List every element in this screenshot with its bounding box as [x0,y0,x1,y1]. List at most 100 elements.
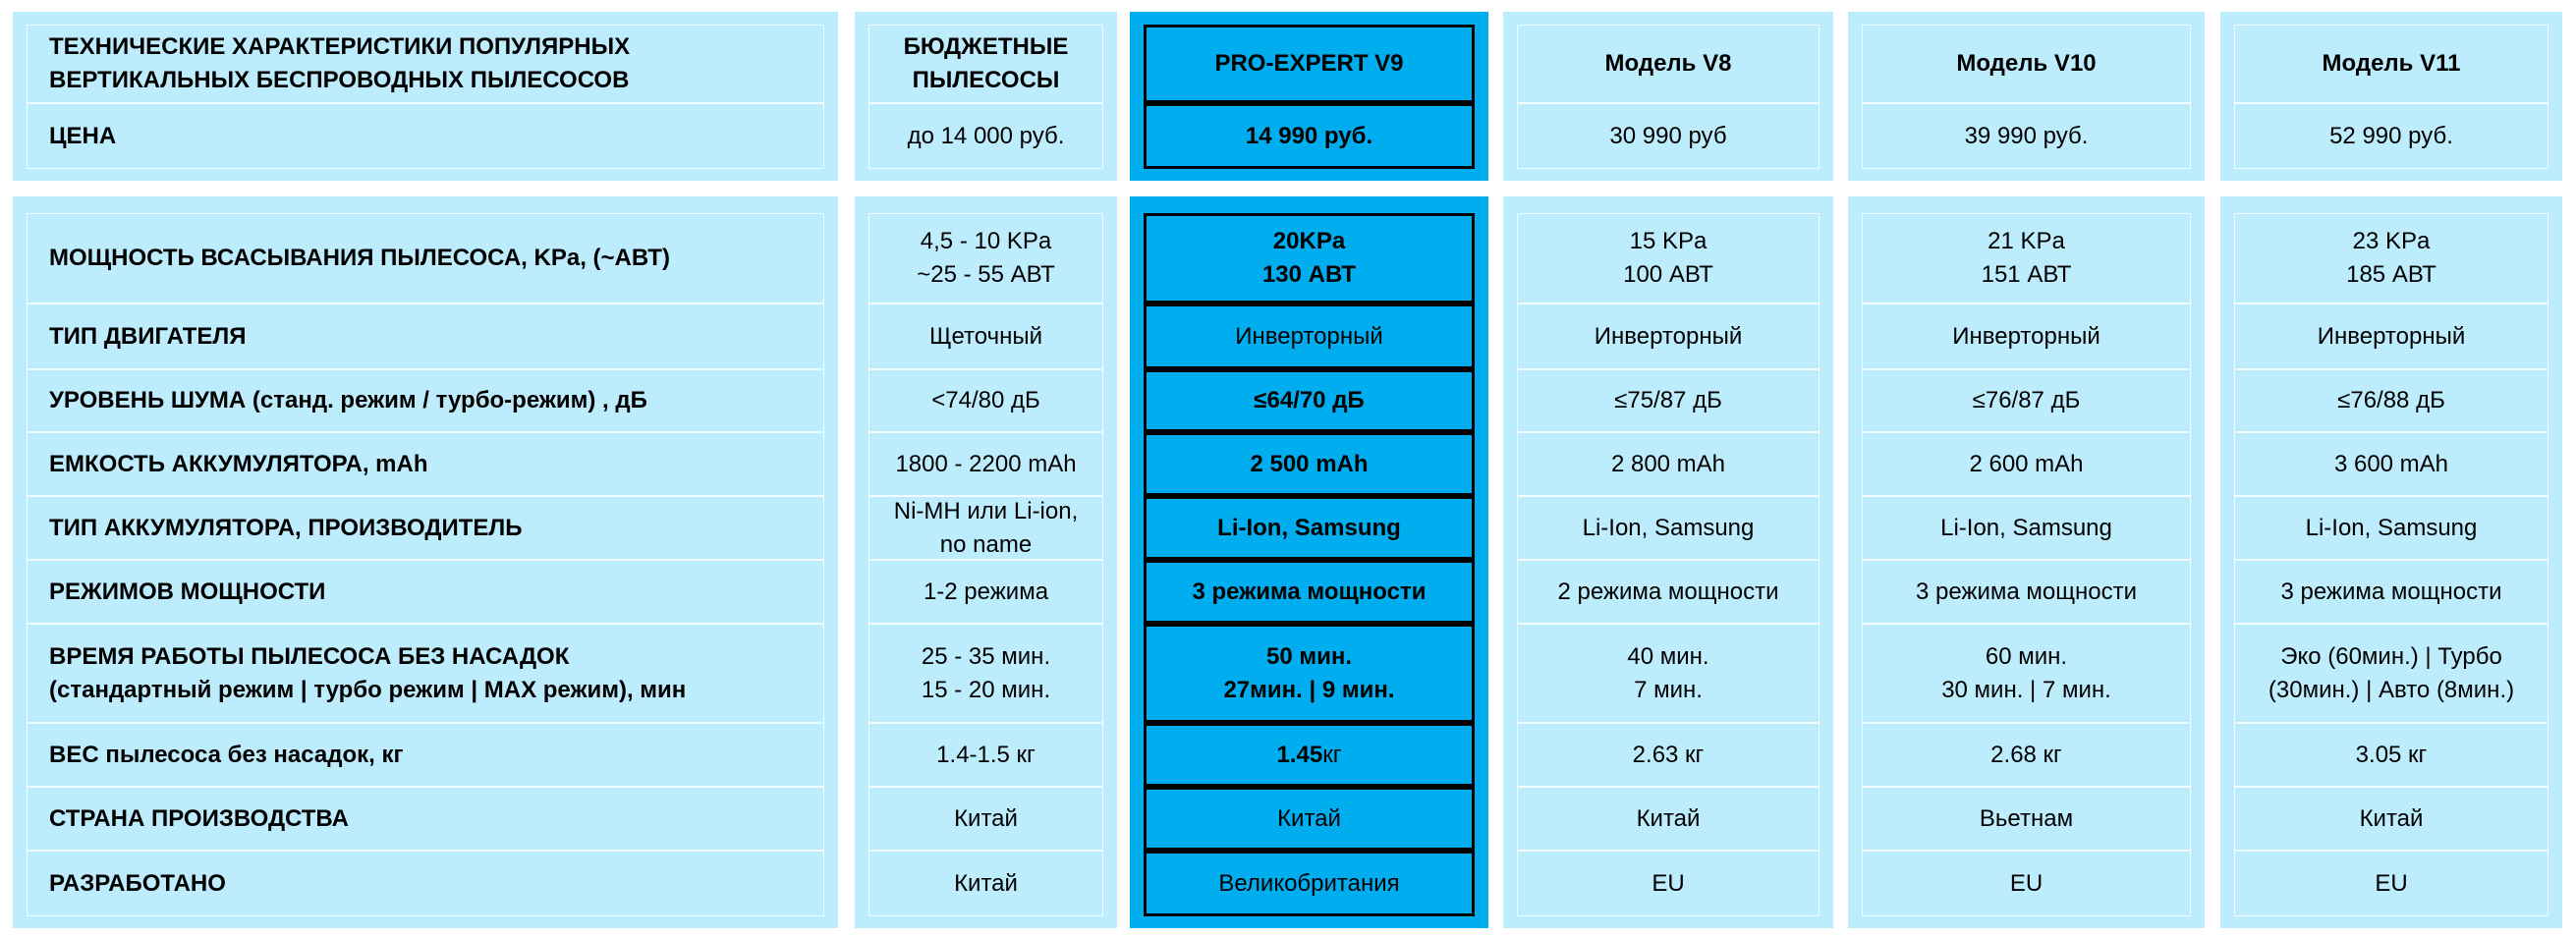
price-label: ЦЕНА [27,103,824,169]
spec-value-text: 3 режима мощности [2280,578,2502,605]
column-name: Модель V8 [1517,25,1820,103]
spec-label: РЕЖИМОВ МОЩНОСТИ [27,560,824,624]
spec-value: 2.68 кг [1862,723,2191,787]
spec-value: 4,5 - 10 KPa ~25 - 55 АВТ [868,213,1103,303]
spec-label-text: МОЩНОСТЬ ВСАСЫВАНИЯ ПЫЛЕСОСА, KPa, (~АВТ… [49,245,670,271]
spec-value-text: 1.4-1.5 кг [936,741,1036,768]
spec-value: ≤64/70 дБ [1144,369,1475,432]
spec-label-text: РАЗРАБОТАНО [49,869,226,897]
column-price-text: до 14 000 руб. [907,122,1065,149]
spec-value-text: <74/80 дБ [931,387,1040,413]
spec-value: Вьетнам [1862,787,2191,851]
spec-value: Китай [1144,787,1475,851]
spec-value: ≤75/87 дБ [1517,369,1820,432]
spec-value-text: EU [1652,869,1685,897]
spec-label-text: СТРАНА ПРОИЗВОДСТВА [49,804,349,832]
spec-label: СТРАНА ПРОИЗВОДСТВА [27,787,824,851]
unit-text: кг [1322,741,1342,768]
spec-value: 2 500 mAh [1144,432,1475,496]
spec-value: 25 - 35 мин. 15 - 20 мин. [868,624,1103,723]
spec-value-text: Щеточный [928,322,1042,350]
spec-label: ТИП АККУМУЛЯТОРА, ПРОИЗВОДИТЕЛЬ [27,496,824,560]
spec-value: Ni-MH или Li-ion, no name [868,496,1103,560]
spec-label-text: ВРЕМЯ РАБОТЫ ПЫЛЕСОСА БЕЗ НАСАДОК (станд… [49,642,687,703]
spec-label-text: РЕЖИМОВ МОЩНОСТИ [49,578,326,605]
spec-value-text: Инверторный [2317,322,2466,350]
spec-value: 1.4-1.5 кг [868,723,1103,787]
spec-value: Инверторный [1144,303,1475,369]
spec-value-text: Эко (60мин.) | Турбо (30мин.) | Авто (8м… [2268,642,2515,703]
column-name-text: Модель V8 [1604,50,1732,77]
column-spec-panel: 20KPa 130 АВТ Инверторный ≤64/70 дБ 2 500 m… [1130,196,1488,928]
spec-value: 3 режима мощности [2234,560,2548,624]
column-name-text: PRO-EXPERT V9 [1214,50,1404,77]
spec-label: УРОВЕНЬ ШУМА (станд. режим / турбо-режим… [27,369,824,432]
spec-value: Инверторный [2234,303,2548,369]
spec-value-text: 3.05 кг [2355,741,2428,768]
column-header-panel: PRO-EXPERT V9 14 990 руб. [1130,12,1488,181]
column-price-text: 14 990 руб. [1245,122,1373,149]
spec-value-text: EU [2009,869,2044,897]
spec-value-text: 20KPa 130 АВТ [1261,228,1357,288]
column-header-panel: Модель V11 52 990 руб. [2220,12,2562,181]
spec-value-text: 4,5 - 10 KPa ~25 - 55 АВТ [917,228,1055,288]
column-name-text: БЮДЖЕТНЫЕ ПЫЛЕСОСЫ [903,33,1069,93]
column-name-text: Модель V10 [1956,50,2097,77]
column-price-text: 52 990 руб. [2329,122,2453,149]
spec-label: ВЕС пылесоса без насадок, кг [27,723,824,787]
spec-label-panel: МОЩНОСТЬ ВСАСЫВАНИЯ ПЫЛЕСОСА, KPa, (~АВТ… [13,196,838,928]
spec-value: Li-Ion, Samsung [2234,496,2548,560]
spec-value-text: 21 KPa 151 АВТ [1981,228,2072,288]
spec-value-text: 3 режима мощности [1915,578,2137,605]
spec-value: EU [2234,851,2548,916]
spec-value-text: 3 режима мощности [1192,578,1427,605]
spec-value-text: 1800 - 2200 mAh [895,450,1077,477]
spec-value-text: 2 600 mAh [1969,450,2084,477]
column-spec-panel: 15 KPa 100 АВТ Инверторный ≤75/87 дБ 2 800 … [1503,196,1833,928]
spec-value: Китай [1517,787,1820,851]
spec-value-text: ≤76/87 дБ [1972,387,2081,413]
spec-value: 1800 - 2200 mAh [868,432,1103,496]
column-spec-panel: 21 KPa 151 АВТ Инверторный ≤76/87 дБ 2 600 … [1848,196,2205,928]
spec-value: 15 KPa 100 АВТ [1517,213,1820,303]
spec-value-text: EU [2375,869,2408,897]
spec-value-text: Li-Ion, Samsung [2305,514,2478,541]
spec-value: EU [1862,851,2191,916]
column-spec-panel: 23 KPa 185 АВТ Инверторный ≤76/88 дБ 3 600 … [2220,196,2562,928]
spec-value: 21 KPa 151 АВТ [1862,213,2191,303]
spec-value-text: Великобритания [1218,869,1400,897]
spec-value: 2 600 mAh [1862,432,2191,496]
spec-value-text: 2 800 mAh [1610,450,1726,477]
spec-value: Li-Ion, Samsung [1517,496,1820,560]
spec-value-text: Ni-MH или Li-ion, no name [893,497,1079,558]
column-name: БЮДЖЕТНЫЕ ПЫЛЕСОСЫ [868,25,1103,103]
spec-value-text: 2 500 mAh [1250,450,1369,477]
spec-value: 60 мин. 30 мин. | 7 мин. [1862,624,2191,723]
spec-value-text: Инверторный [1594,322,1743,350]
spec-value-text: 50 мин. 27мин. | 9 мин. [1223,642,1395,703]
spec-value: Инверторный [1862,303,2191,369]
spec-value: 2.63 кг [1517,723,1820,787]
spec-value-text: 40 мин. 7 мин. [1627,642,1709,703]
column-name-text: Модель V11 [2322,50,2461,77]
spec-value: Китай [2234,787,2548,851]
spec-label: МОЩНОСТЬ ВСАСЫВАНИЯ ПЫЛЕСОСА, KPa, (~АВТ… [27,213,824,303]
column-header-panel: БЮДЖЕТНЫЕ ПЫЛЕСОСЫ до 14 000 руб. [855,12,1117,181]
spec-value: Щеточный [868,303,1103,369]
column-name: PRO-EXPERT V9 [1144,25,1475,103]
column-price: 30 990 руб [1517,103,1820,169]
spec-value: 2 800 mAh [1517,432,1820,496]
spec-label: РАЗРАБОТАНО [27,851,824,916]
spec-value: Li-Ion, Samsung [1862,496,2191,560]
spec-value-text: 1-2 режима [923,578,1049,605]
spec-value-text: Китай [954,869,1018,897]
spec-value: 1.45 кг [1144,723,1475,787]
spec-label: ВРЕМЯ РАБОТЫ ПЫЛЕСОСА БЕЗ НАСАДОК (станд… [27,624,824,723]
column-header-panel: Модель V10 39 990 руб. [1848,12,2205,181]
spec-value: EU [1517,851,1820,916]
spec-value-text: 23 KPa 185 АВТ [2346,228,2436,288]
spec-value: 50 мин. 27мин. | 9 мин. [1144,624,1475,723]
spec-value: ≤76/87 дБ [1862,369,2191,432]
spec-value: <74/80 дБ [868,369,1103,432]
spec-value-text: Китай [1636,804,1701,832]
